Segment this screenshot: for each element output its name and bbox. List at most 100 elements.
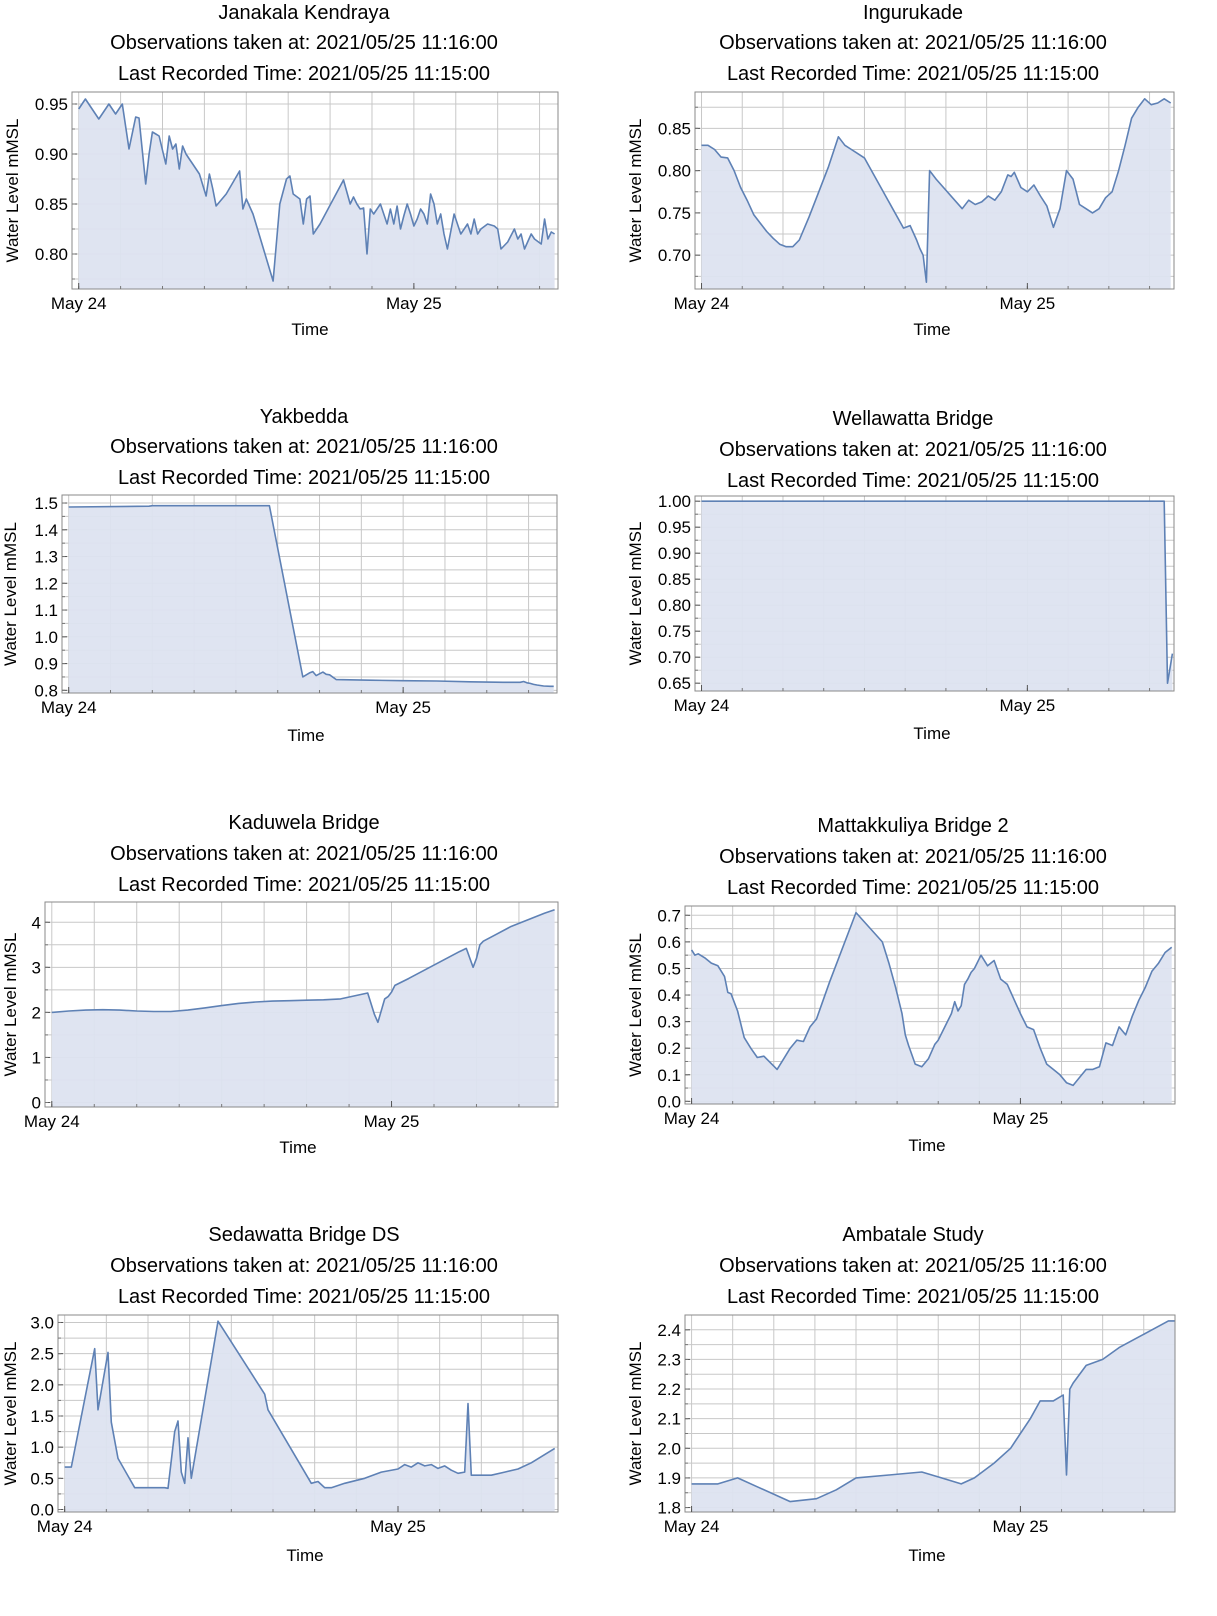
- y-tick-label: 0.85: [658, 119, 691, 138]
- y-tick-label: 0.95: [35, 95, 68, 114]
- chart-title: Wellawatta Bridge: [832, 408, 994, 430]
- x-tick-label: May 24: [37, 1517, 93, 1536]
- series-area: [78, 99, 555, 289]
- last-recorded-time: Last Recorded Time: 2021/05/25 11:15:00: [726, 877, 1100, 899]
- x-axis-label: Time: [287, 726, 324, 745]
- y-tick-label: 0.6: [657, 933, 681, 952]
- y-tick-label: 0.75: [658, 622, 691, 641]
- chart-title: Sedawatta Bridge DS: [208, 1224, 400, 1246]
- series-line: [78, 98, 556, 282]
- y-tick-label: 0.0: [30, 1501, 54, 1520]
- plot-frame: [694, 91, 1175, 290]
- chart-title: Ingurukade: [862, 2, 964, 24]
- y-tick-label: 0.1: [657, 1066, 681, 1085]
- series-line: [701, 500, 1174, 684]
- y-tick-label: 0.5: [657, 959, 681, 978]
- y-tick-label: 0.90: [35, 145, 68, 164]
- last-recorded-time: Last Recorded Time: 2021/05/25 11:15:00: [726, 470, 1100, 492]
- chart-svg: 1.8 1.9 2.0 2.1 2.2 2.3 2.4 May 24 May 25 Time Wat…: [626, 1314, 1176, 1565]
- series-line: [68, 504, 554, 688]
- chart-panel: Mattakkuliya Bridge 2 Observations taken…: [609, 808, 1217, 1212]
- x-tick-label: May 24: [41, 698, 97, 717]
- series-area: [691, 1320, 1175, 1512]
- series-area: [51, 909, 555, 1107]
- chart-panel: Kaduwela Bridge Observations taken at: 2…: [0, 808, 608, 1212]
- y-tick-label: 1.8: [657, 1499, 681, 1518]
- last-recorded-time: Last Recorded Time: 2021/05/25 11:15:00: [117, 1286, 491, 1308]
- y-tick-label: 1.5: [34, 494, 58, 513]
- y-tick-label: 2.2: [657, 1380, 681, 1399]
- series-area: [68, 505, 554, 693]
- y-tick-label: 3.0: [30, 1313, 54, 1332]
- chart-panel: Ambatale Study Observations taken at: 20…: [609, 1212, 1217, 1616]
- x-tick-label: May 24: [674, 696, 730, 715]
- observations-time: Observations taken at: 2021/05/25 11:16:…: [719, 32, 1107, 54]
- y-tick-label: 0.65: [658, 674, 691, 693]
- x-tick-label: May 24: [51, 294, 107, 313]
- last-recorded-time: Last Recorded Time: 2021/05/25 11:15:00: [117, 874, 491, 896]
- x-tick-label: May 25: [364, 1112, 420, 1131]
- chart-svg: 0.65 0.70 0.75 0.80 0.85 0.90 0.95 1.00 May 24 Ma…: [626, 492, 1175, 743]
- y-tick-label: 0.3: [657, 1013, 681, 1032]
- series-line: [701, 98, 1172, 283]
- x-axis-label: Time: [291, 320, 328, 339]
- y-tick-label: 1.9: [657, 1469, 681, 1488]
- x-axis-label: Time: [286, 1546, 323, 1565]
- y-tick-label: 0.70: [658, 246, 691, 265]
- x-tick-label: May 25: [370, 1517, 426, 1536]
- x-tick-label: May 25: [993, 1517, 1049, 1536]
- y-axis-label: Water Level mMSL: [1, 522, 20, 666]
- y-tick-label: 1.3: [34, 548, 58, 567]
- x-tick-label: May 25: [993, 1109, 1049, 1128]
- y-tick-label: 0.80: [658, 596, 691, 615]
- y-tick-label: 3: [32, 958, 41, 977]
- chart-svg: 0.0 0.5 1.0 1.5 2.0 2.5 3.0 May 24 May 25 Time Wat…: [1, 1313, 559, 1565]
- chart-svg: 0.80 0.85 0.90 0.95 May 24 May 25 Time Water Le…: [3, 91, 559, 339]
- chart-svg: 0 1 2 3 4 May 24 May 25 Time Water Level mMSL: [1, 901, 559, 1157]
- chart-title: Yakbedda: [259, 406, 349, 428]
- y-axis-label: Water Level mMSL: [626, 119, 645, 263]
- y-tick-label: 0.0: [657, 1092, 681, 1111]
- x-tick-label: May 24: [664, 1109, 720, 1128]
- last-recorded-time: Last Recorded Time: 2021/05/25 11:15:00: [117, 63, 491, 85]
- y-tick-label: 0.8: [34, 681, 58, 700]
- y-tick-label: 0.5: [30, 1469, 54, 1488]
- plot-frame: [61, 494, 558, 694]
- plot-frame: [71, 91, 559, 290]
- y-tick-label: 2.4: [657, 1321, 681, 1340]
- x-axis-label: Time: [279, 1138, 316, 1157]
- observations-time: Observations taken at: 2021/05/25 11:16:…: [719, 846, 1107, 868]
- chart-panel: Sedawatta Bridge DS Observations taken a…: [0, 1212, 608, 1616]
- plot-frame: [57, 1314, 559, 1513]
- y-tick-label: 2.0: [30, 1376, 54, 1395]
- x-tick-label: May 24: [664, 1517, 720, 1536]
- y-axis-label: Water Level mMSL: [626, 933, 645, 1077]
- y-tick-label: 1.2: [34, 574, 58, 593]
- y-tick-label: 2.1: [657, 1410, 681, 1429]
- chart-panel: Wellawatta Bridge Observations taken at:…: [609, 404, 1217, 808]
- y-tick-label: 0.85: [658, 570, 691, 589]
- series-area: [64, 1321, 555, 1512]
- y-tick-label: 1.00: [658, 492, 691, 511]
- y-tick-label: 0.80: [35, 245, 68, 264]
- chart-panel: Yakbedda Observations taken at: 2021/05/…: [0, 404, 608, 808]
- y-tick-label: 4: [32, 913, 41, 932]
- y-tick-label: 1.0: [30, 1438, 54, 1457]
- x-axis-label: Time: [908, 1546, 945, 1565]
- y-tick-label: 0.9: [34, 655, 58, 674]
- series-line: [691, 1320, 1175, 1503]
- y-tick-label: 1.0: [34, 628, 58, 647]
- chart-title: Mattakkuliya Bridge 2: [817, 815, 1009, 837]
- y-tick-label: 1.4: [34, 521, 58, 540]
- last-recorded-time: Last Recorded Time: 2021/05/25 11:15:00: [726, 1286, 1100, 1308]
- x-axis-label: Time: [913, 724, 950, 743]
- series-area: [691, 912, 1172, 1104]
- series-area: [701, 98, 1171, 289]
- y-axis-label: Water Level mMSL: [1, 1342, 20, 1486]
- observations-time: Observations taken at: 2021/05/25 11:16:…: [719, 439, 1107, 461]
- y-tick-label: 0.95: [658, 518, 691, 537]
- chart-svg: 0.8 0.9 1.0 1.1 1.2 1.3 1.4 1.5 May 24 May 25 Time…: [1, 494, 558, 745]
- y-tick-label: 0.2: [657, 1039, 681, 1058]
- observations-time: Observations taken at: 2021/05/25 11:16:…: [719, 1255, 1107, 1277]
- y-tick-label: 0.80: [658, 162, 691, 181]
